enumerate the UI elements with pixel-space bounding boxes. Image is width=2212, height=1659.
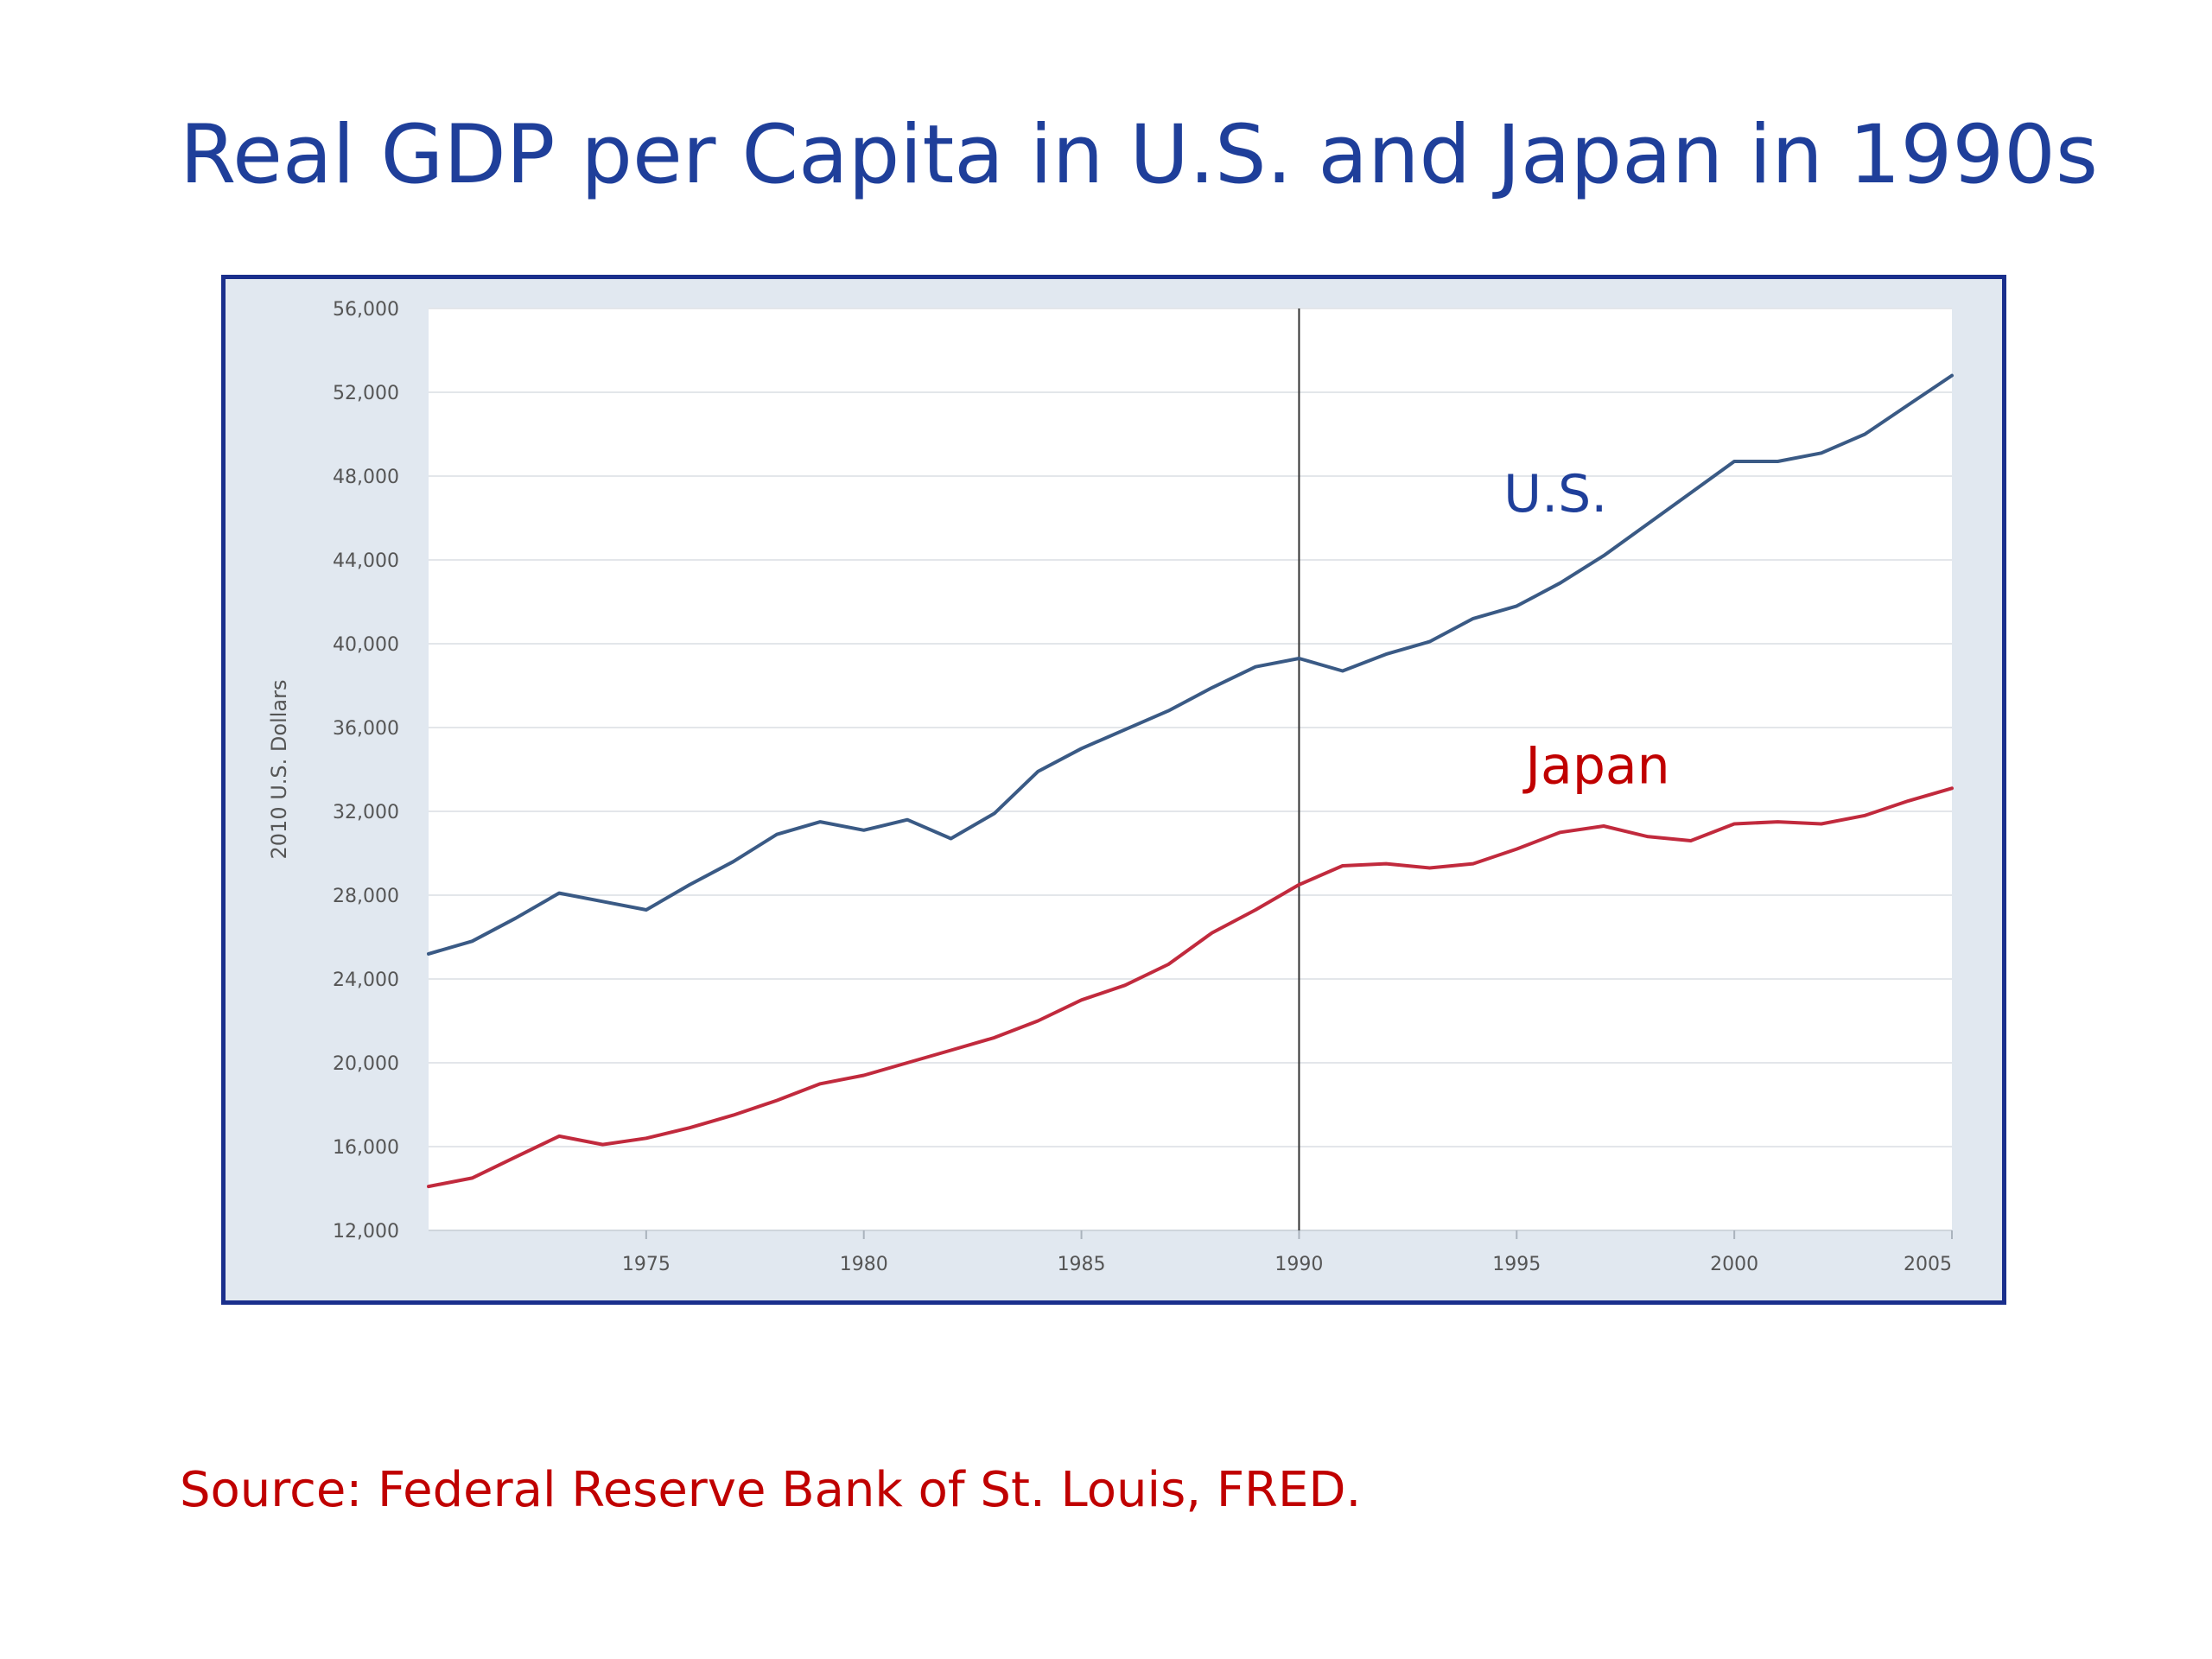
- slide-title: Real GDP per Capita in U.S. and Japan in…: [180, 108, 2098, 202]
- y-tick-label: 56,000: [333, 299, 399, 321]
- plot-background: [429, 308, 1952, 1230]
- series-lines: [427, 373, 1954, 1189]
- x-tick-label: 1995: [1492, 1254, 1541, 1275]
- source-note: Source: Federal Reserve Bank of St. Loui…: [180, 1462, 1362, 1518]
- y-tick-label: 16,000: [333, 1137, 399, 1159]
- x-tick-label: 1990: [1274, 1254, 1323, 1275]
- y-tick-label: 52,000: [333, 383, 399, 404]
- y-tick-label: 40,000: [333, 634, 399, 656]
- grid-lines: [429, 308, 1952, 1231]
- japan-series-label: Japan: [1522, 735, 1669, 796]
- y-axis-ticks: 12,000 16,000 20,000 24,000 28,000 32,000 36,0…: [333, 299, 399, 1243]
- y-tick-label: 48,000: [333, 467, 399, 488]
- us-series-line: [427, 373, 1954, 956]
- x-tick-label: 1985: [1058, 1254, 1106, 1275]
- y-tick-label: 12,000: [333, 1221, 399, 1243]
- x-tick-label: 2000: [1710, 1254, 1758, 1275]
- y-axis-label: 2010 U.S. Dollars: [267, 680, 291, 860]
- x-axis-ticks: 1975 1980 1985 1990 1995 2000 2005: [622, 1230, 1953, 1275]
- y-tick-label: 24,000: [333, 969, 399, 991]
- gdp-line-chart: 12,000 16,000 20,000 24,000 28,000 32,000 36,0…: [267, 299, 1954, 1275]
- x-tick-label: 1980: [840, 1254, 888, 1275]
- chart-frame: 12,000 16,000 20,000 24,000 28,000 32,000 36,0…: [221, 275, 2006, 1305]
- y-tick-label: 32,000: [333, 802, 399, 823]
- y-tick-label: 44,000: [333, 550, 399, 572]
- us-series-label: U.S.: [1503, 464, 1607, 524]
- x-tick-label: 2005: [1904, 1254, 1952, 1275]
- y-tick-label: 28,000: [333, 886, 399, 907]
- y-tick-label: 36,000: [333, 718, 399, 740]
- x-tick-label: 1975: [622, 1254, 671, 1275]
- y-tick-label: 20,000: [333, 1053, 399, 1075]
- japan-series-line: [427, 786, 1954, 1189]
